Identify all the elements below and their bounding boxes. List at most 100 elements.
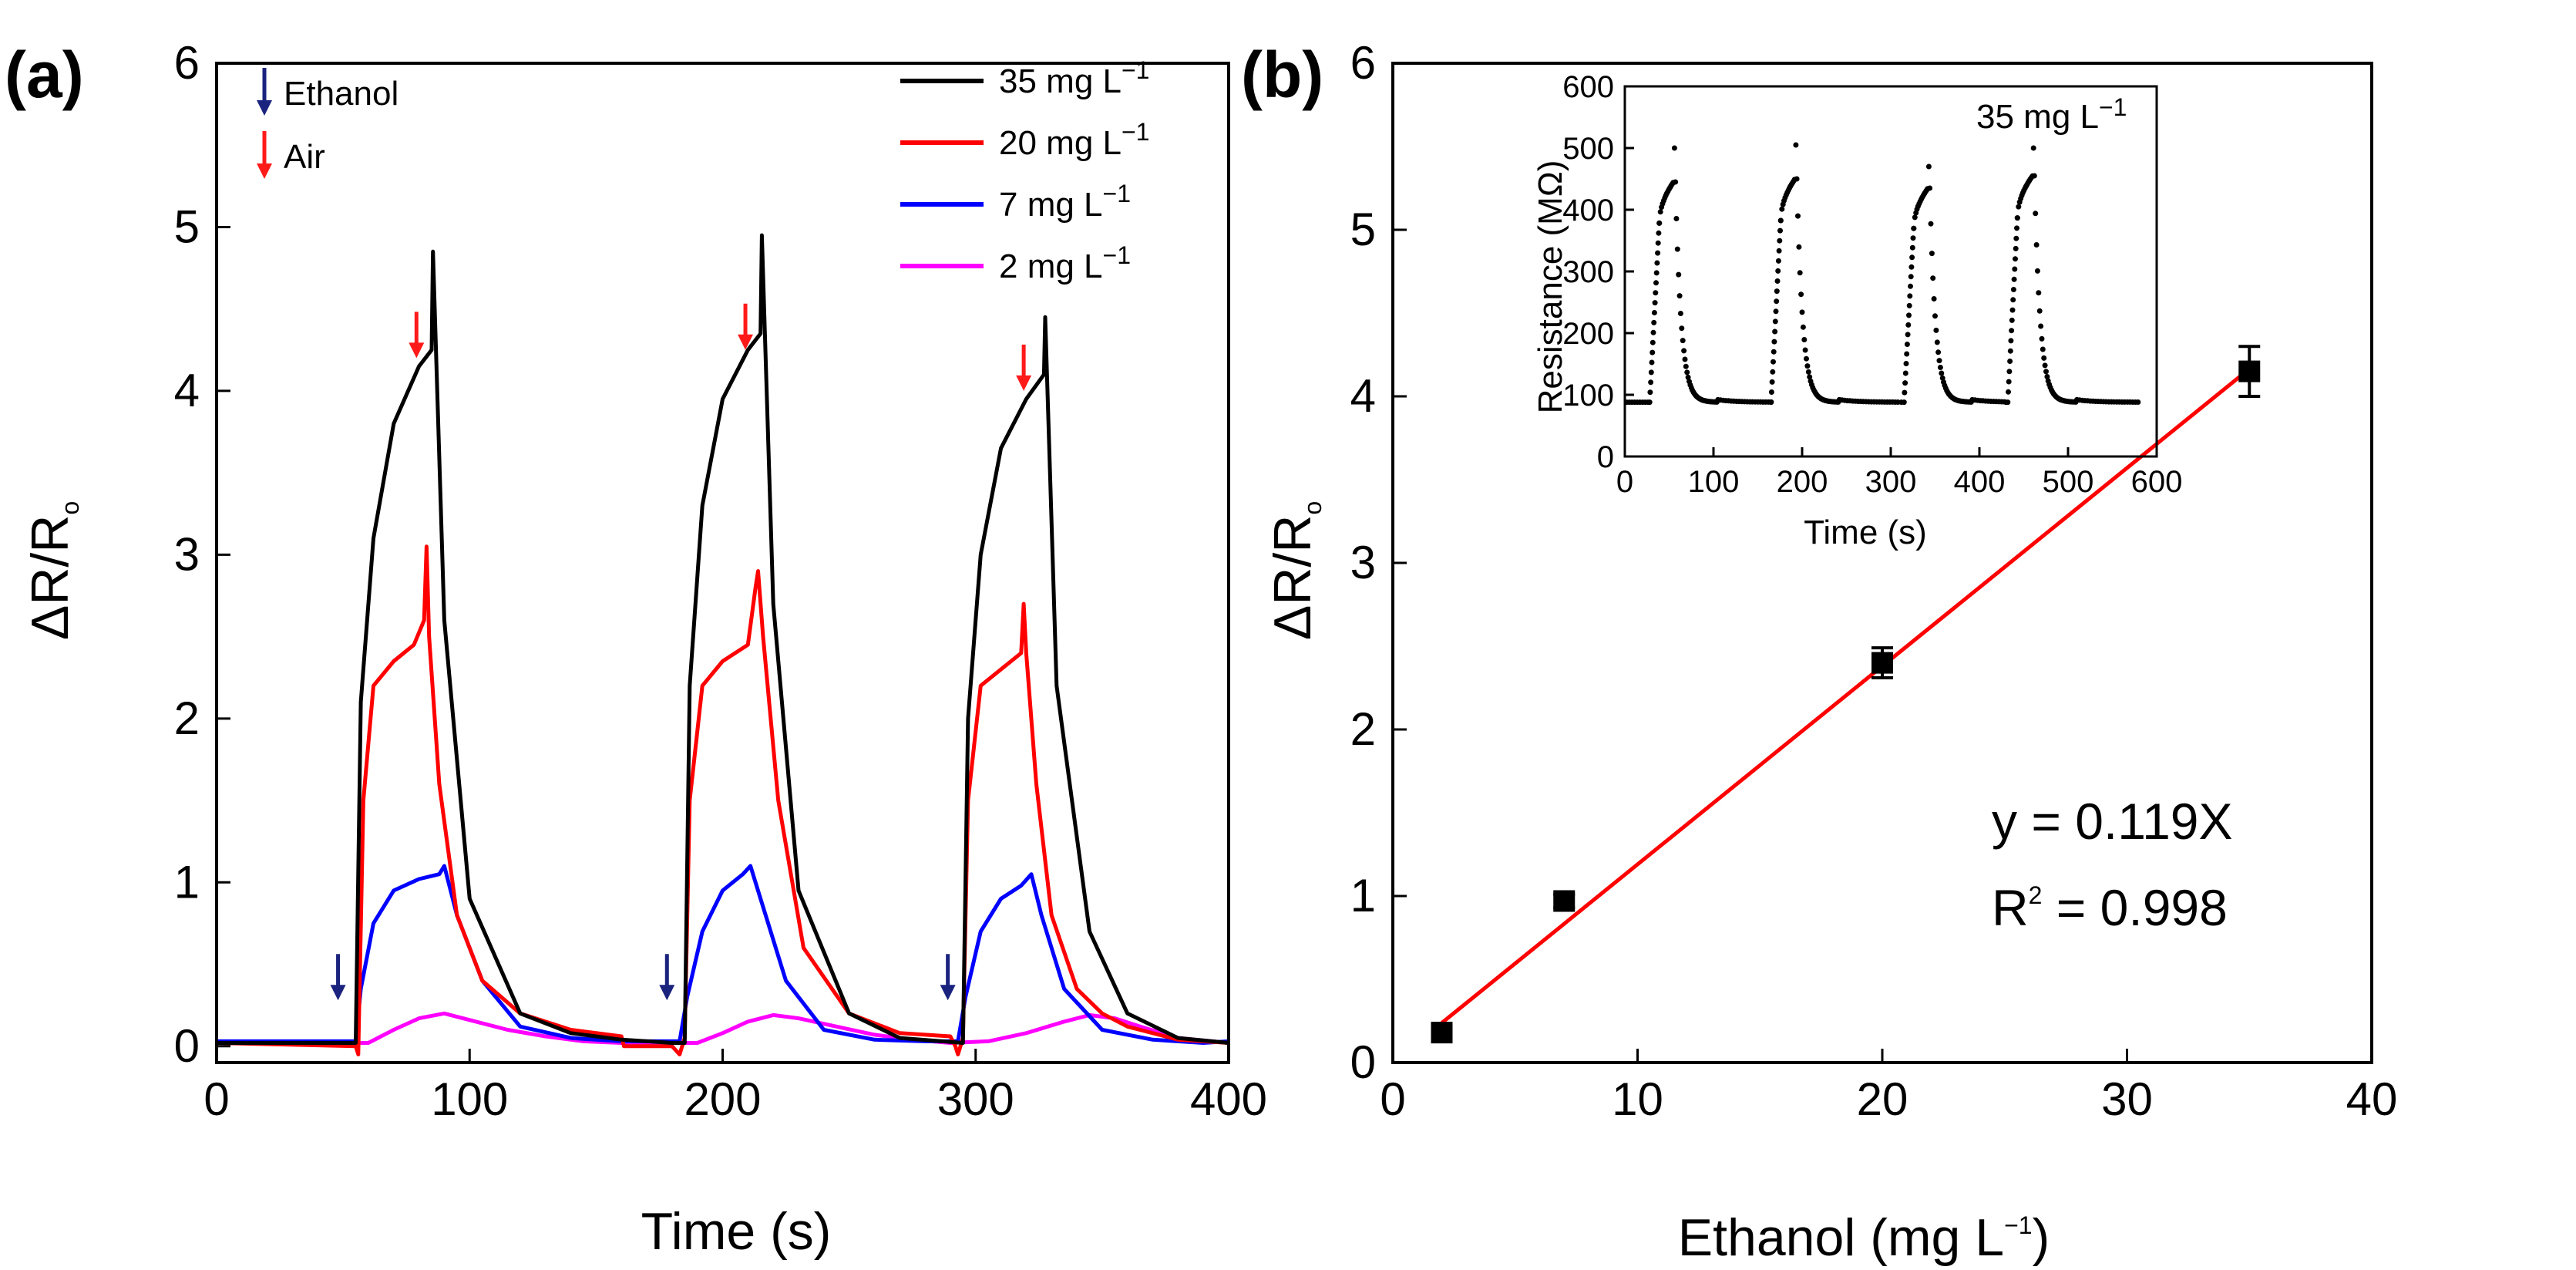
inset-point [1909, 244, 1915, 251]
panel-a-xtick-label: 100 [431, 1073, 508, 1125]
legend-label-2: 2 mg L−1 [999, 241, 1131, 285]
inset-ytick-label: 400 [1562, 194, 1614, 227]
inset-point [1902, 389, 1908, 396]
inset-point [1908, 274, 1914, 280]
inset-point [2010, 297, 2016, 303]
panel-b-ytick-label: 2 [1350, 703, 1376, 755]
inset-ticks: 0 100 200 300 400 500 600 0 100 200 300 400 500 600 [1562, 70, 2182, 499]
fit-equation: y = 0.119X [1992, 793, 2233, 850]
inset-point [2008, 338, 2014, 344]
series-line-20 [216, 544, 1229, 1056]
inset-point [1925, 163, 1932, 170]
inset-point [2013, 235, 2019, 241]
inset-point [1804, 363, 1811, 369]
inset-ytick-label: 500 [1562, 132, 1614, 166]
inset-point [1801, 337, 1808, 342]
panel-b-points [1431, 345, 2261, 1044]
inset-point [2036, 290, 2042, 296]
inset-point [1932, 313, 1938, 319]
inset-point [2007, 348, 2013, 354]
inset-xtick-label: 0 [1616, 465, 1633, 499]
inset-point [1774, 288, 1780, 295]
panel-b-ytick-label: 5 [1350, 204, 1376, 255]
inset-point [1674, 246, 1680, 252]
inset-point [1680, 338, 1686, 344]
panel-a-label: (a) [5, 39, 84, 111]
inset-point [1794, 176, 1800, 182]
panel-b-x-title: Ethanol (mg L−1) [1678, 1208, 2050, 1267]
legend-arrow-icons [257, 68, 272, 179]
inset-point [1793, 142, 1799, 148]
inset-point [2013, 256, 2018, 262]
inset-point [1770, 369, 1776, 375]
inset-point [2012, 266, 2018, 272]
panel-b-ytick-label: 4 [1350, 370, 1376, 422]
legend-label-35: 35 mg L−1 [999, 56, 1149, 100]
inset-point [1805, 369, 1811, 375]
series-line-2 [217, 1011, 1229, 1045]
inset-point [2044, 374, 2050, 379]
panel-a-ytick-label: 0 [174, 1020, 200, 1072]
inset-xtick-label: 400 [1954, 465, 2006, 499]
inset-point [1772, 328, 1778, 335]
inset-point [1779, 206, 1785, 212]
inset-point [1671, 145, 1677, 151]
inset-point [2011, 276, 2017, 282]
inset-point [1775, 258, 1781, 264]
inset-xtick-label: 300 [1865, 465, 1917, 499]
inset-point [1910, 235, 1916, 241]
inset-point [1679, 325, 1685, 332]
inset-point [1768, 389, 1774, 395]
inset-point [1646, 399, 1653, 406]
inset-point [1907, 293, 1913, 299]
inset-point [1655, 250, 1661, 256]
inset-point [1904, 351, 1910, 357]
inset-point [1673, 216, 1680, 221]
inset-point [1677, 311, 1683, 316]
inset-point [1775, 268, 1781, 274]
inset-point [1905, 332, 1911, 338]
inset-point [1777, 237, 1783, 244]
ethanol-arrow-0-head [330, 985, 346, 1001]
inset-point [1798, 291, 1804, 298]
panel-a-ytick-label: 2 [174, 692, 200, 744]
fit-line [1440, 367, 2251, 1025]
panel-a-xtick-label: 300 [937, 1073, 1014, 1125]
inset-point [1776, 248, 1782, 254]
inset-point [1774, 278, 1781, 284]
inset-point [1909, 254, 1915, 261]
inset-point [2006, 389, 2011, 395]
panel-a: (a) 0 100 200 300 400 0 1 2 3 4 5 6 Ethanol Air 35 … [5, 37, 1267, 1261]
inset-point [2007, 359, 2013, 364]
inset-point [2006, 379, 2012, 385]
inset-point [1651, 310, 1657, 315]
panel-b-label: (b) [1241, 39, 1323, 111]
legend-ethanol-arrow-head [257, 100, 272, 116]
inset-point [1656, 230, 1662, 236]
inset-point [2034, 268, 2040, 274]
inset-point [1651, 319, 1657, 325]
inset-point [1771, 359, 1776, 365]
legend-air-arrow-head [257, 163, 272, 179]
inset-point [1908, 264, 1915, 270]
panel-b-xtick-label: 20 [1857, 1073, 1908, 1125]
air-arrow-1-head [738, 334, 754, 350]
inset-xtick-label: 600 [2131, 465, 2183, 499]
inset-point [1773, 308, 1779, 315]
inset-point [1908, 283, 1913, 289]
inset-point [1902, 370, 1908, 376]
inset-point [2005, 399, 2011, 406]
inset-xtick-label: 100 [1688, 465, 1740, 499]
inset-xtick-label: 200 [1777, 465, 1828, 499]
inset-point [1931, 296, 1937, 301]
inset-point [2009, 317, 2015, 323]
panel-a-ytick-label: 6 [174, 37, 200, 89]
inset-point [2135, 399, 2141, 405]
panel-b-ytick-label: 0 [1350, 1036, 1376, 1088]
inset-point [1676, 271, 1682, 278]
inset-point [1653, 290, 1659, 296]
panel-b-ytick-label: 1 [1350, 870, 1376, 921]
panel-a-ytick-label: 5 [174, 200, 200, 252]
inset-xtick-label: 500 [2043, 465, 2094, 499]
